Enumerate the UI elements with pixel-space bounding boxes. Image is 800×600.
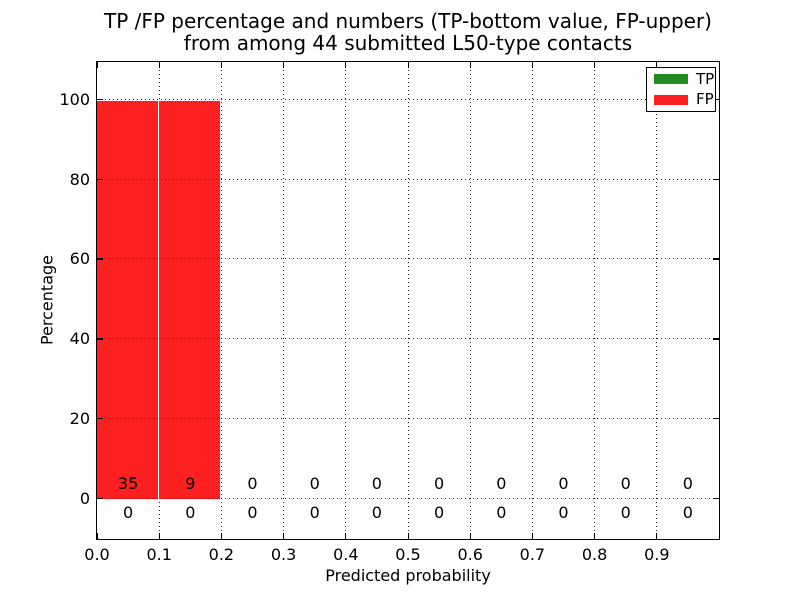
x-tick-bottom: [345, 533, 347, 539]
y-tick-label: 20: [69, 409, 90, 429]
tp-count: 0: [682, 503, 693, 522]
x-tick-label: 0.7: [519, 545, 546, 564]
fp-count: 0: [558, 474, 569, 493]
legend: TP FP: [646, 67, 716, 112]
fp-count: 0: [496, 474, 507, 493]
bar-fp: [159, 101, 222, 499]
y-tick-right: [713, 258, 719, 260]
x-tick-top: [158, 62, 160, 68]
y-tick-label: 60: [69, 249, 90, 269]
x-tick-label: 0.6: [457, 545, 483, 564]
x-tick-top: [531, 62, 534, 68]
tp-count: 0: [434, 503, 445, 522]
fp-count: 0: [620, 474, 631, 493]
gridline-vertical: [594, 62, 596, 539]
y-tick-left: [97, 498, 103, 500]
bar-fp: [97, 101, 160, 499]
chart-title: TP /FP percentage and numbers (TP-bottom…: [97, 10, 719, 54]
tp-count: 0: [620, 503, 631, 522]
gridline-vertical: [469, 62, 471, 539]
tp-count: 0: [496, 503, 507, 522]
legend-label-fp: FP: [696, 90, 714, 109]
legend-swatch-fp-icon: [654, 94, 688, 105]
gridline-horizontal: [97, 498, 719, 500]
x-tick-top: [345, 62, 347, 68]
fp-count: 0: [309, 474, 320, 493]
x-tick-label: 0.3: [270, 545, 297, 564]
chart-title-line2: from among 44 submitted L50-type contact…: [183, 31, 633, 55]
fp-count: 0: [682, 474, 693, 493]
y-tick-label: 100: [59, 89, 90, 109]
x-tick-top: [656, 62, 658, 68]
legend-entry-fp: FP: [647, 91, 715, 109]
gridline-vertical: [283, 62, 285, 539]
x-tick-label: 0.5: [395, 545, 421, 564]
gridline-horizontal: [97, 418, 719, 420]
gridline-vertical: [407, 62, 409, 539]
x-tick-label: 0.2: [208, 545, 235, 564]
tp-count: 0: [247, 503, 258, 522]
gridline-vertical: [531, 62, 533, 539]
gridline-vertical: [656, 62, 658, 539]
fp-count: 0: [247, 474, 258, 493]
legend-entry-tp: TP: [647, 70, 715, 88]
legend-swatch-tp-icon: [654, 74, 688, 85]
gridline-horizontal: [97, 338, 719, 340]
x-tick-bottom: [531, 533, 534, 539]
y-tick-left: [97, 98, 103, 100]
gridline-horizontal: [97, 178, 719, 180]
x-tick-top: [220, 62, 223, 68]
y-tick-right: [713, 498, 719, 500]
fp-count: 0: [371, 474, 382, 493]
tp-count: 0: [558, 503, 569, 522]
fp-count: 0: [434, 474, 445, 493]
y-tick-left: [97, 258, 103, 260]
fp-count: 9: [185, 474, 196, 493]
x-tick-bottom: [283, 533, 285, 539]
y-tick-left: [97, 418, 103, 420]
x-tick-bottom: [158, 533, 160, 539]
plot-area: 0 0 0 0 0 0 0 0 0 0 35 9 0 0 0 0 0 0 0 0 TP FP: [96, 61, 720, 540]
tp-count: 0: [185, 503, 196, 522]
chart-title-line1: TP /FP percentage and numbers (TP-bottom…: [104, 9, 712, 33]
y-tick-label: 0: [79, 489, 90, 509]
x-tick-top: [594, 62, 596, 68]
x-tick-top: [283, 62, 285, 68]
gridline-horizontal: [97, 98, 719, 100]
y-tick-right: [713, 338, 719, 340]
x-tick-top: [407, 62, 409, 68]
x-axis-label: Predicted probability: [325, 566, 491, 585]
y-tick-label: 80: [69, 169, 90, 189]
tp-count: 0: [371, 503, 382, 522]
gridline-vertical: [345, 62, 347, 539]
x-tick-label: 0.0: [84, 545, 110, 564]
x-tick-top: [96, 62, 98, 68]
x-tick-label: 0.4: [333, 545, 359, 564]
tp-count: 0: [309, 503, 320, 522]
fp-count: 35: [117, 474, 139, 493]
y-tick-right: [713, 178, 719, 180]
x-tick-bottom: [407, 533, 409, 539]
x-tick-top: [469, 62, 471, 68]
y-tick-right: [713, 98, 719, 100]
x-tick-bottom: [469, 533, 471, 539]
gridline-vertical: [220, 62, 222, 539]
x-tick-bottom: [220, 533, 223, 539]
y-tick-label: 40: [69, 329, 90, 349]
x-tick-bottom: [96, 533, 98, 539]
x-tick-bottom: [594, 533, 596, 539]
x-tick-bottom: [656, 533, 658, 539]
x-tick-label: 0.9: [644, 545, 670, 564]
x-tick-label: 0.1: [146, 545, 172, 564]
legend-label-tp: TP: [696, 69, 715, 88]
gridline-horizontal: [97, 258, 719, 260]
tp-count: 0: [123, 503, 134, 522]
x-tick-label: 0.8: [581, 545, 608, 564]
y-tick-left: [97, 338, 103, 340]
y-tick-left: [97, 178, 103, 180]
y-tick-right: [713, 418, 719, 420]
